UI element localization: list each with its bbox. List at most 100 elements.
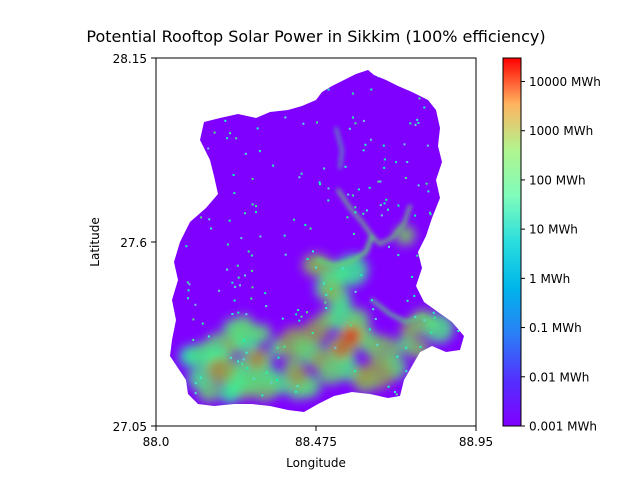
heat-stream — [335, 127, 344, 169]
heat-dot — [302, 122, 305, 125]
x-tick-label: 88.0 — [143, 435, 170, 449]
heat-dot — [370, 88, 373, 91]
heat-dot — [298, 319, 301, 322]
heat-dot — [379, 180, 382, 183]
heat-dot — [315, 266, 317, 269]
heat-dot — [354, 290, 357, 293]
heat-dot — [325, 307, 328, 309]
heat-dot — [383, 166, 386, 169]
heat-dot — [368, 186, 371, 189]
heat-dot — [284, 253, 287, 256]
heat-dot — [297, 309, 300, 311]
heat-dot — [194, 303, 197, 306]
heat-dot — [429, 211, 431, 214]
heat-dot — [387, 385, 390, 388]
heat-dot — [247, 250, 250, 253]
heat-dot — [194, 392, 197, 395]
heat-dot — [229, 356, 232, 359]
heat-dot — [224, 119, 227, 122]
heat-dot — [300, 315, 303, 318]
heat-dot — [383, 158, 386, 161]
heat-dot — [362, 149, 365, 152]
colorbar-tick-label: 0.1 MWh — [529, 321, 582, 335]
heat-dot — [186, 281, 189, 284]
heat-dot — [409, 122, 412, 125]
heat-dot — [187, 289, 190, 292]
heat-dot — [281, 317, 284, 320]
heat-dot — [192, 338, 195, 341]
heat-dot — [388, 245, 390, 248]
heat-dot — [242, 358, 245, 361]
heat-dot — [226, 137, 229, 140]
heat-dot — [319, 183, 322, 186]
heat-dot — [341, 267, 344, 270]
heat-dot — [304, 224, 307, 226]
heat-dot — [325, 293, 328, 296]
heat-dot — [351, 92, 354, 95]
heat-dot — [251, 269, 253, 272]
heat-dot — [330, 287, 333, 290]
y-axis: 28.15 27.6 27.05 Latitude — [88, 52, 156, 434]
heat-dot — [360, 274, 363, 277]
heat-dot — [357, 188, 360, 191]
heat-dot — [416, 254, 419, 257]
heat-blob — [291, 337, 311, 358]
heat-dot — [316, 121, 318, 124]
heat-dot — [283, 345, 286, 348]
heat-streams — [316, 127, 438, 328]
x-axis: 88.0 88.475 88.95 Longitude — [143, 426, 493, 470]
colorbar-ticks: 0.001 MWh 0.01 MWh 0.1 MWh 1 MWh 10 MWh 100 M… — [521, 75, 601, 434]
heat-dot — [327, 88, 330, 91]
heat-blob — [247, 349, 268, 370]
heat-dot — [430, 331, 433, 334]
heat-dot — [309, 227, 312, 230]
y-axis-label: Latitude — [88, 217, 102, 266]
heat-dot — [251, 177, 254, 180]
heat-dot — [244, 212, 247, 215]
heat-dot — [432, 311, 435, 314]
heat-dot — [387, 208, 389, 211]
heat-dot — [433, 316, 436, 319]
heat-dot — [256, 127, 259, 130]
colorbar-tick-label: 10000 MWh — [529, 75, 601, 89]
heat-dot — [277, 356, 280, 359]
heat-blob — [252, 323, 272, 343]
heat-dot — [258, 150, 261, 153]
heat-blob — [346, 308, 370, 332]
colorbar-tick-label: 1000 MWh — [529, 124, 593, 138]
heat-dot — [414, 315, 417, 318]
x-tick-label: 88.95 — [459, 435, 493, 449]
colorbar-tick-label: 10 MWh — [529, 223, 578, 237]
heat-dot — [354, 122, 357, 125]
heat-dot — [351, 194, 354, 197]
heat-dot — [201, 322, 204, 325]
heat-dot — [194, 382, 197, 385]
heat-dot — [311, 332, 314, 335]
heat-dot — [346, 216, 349, 219]
heat-dot — [294, 390, 297, 393]
heat-dot — [344, 165, 347, 168]
heat-dot — [226, 243, 229, 246]
heat-dot — [368, 328, 371, 331]
heat-dot — [416, 118, 419, 121]
heat-dot — [244, 274, 246, 277]
heat-dot — [318, 181, 321, 184]
y-tick-label: 28.15 — [113, 52, 147, 66]
heat-dot — [405, 346, 408, 349]
heat-dot — [426, 144, 429, 147]
heat-dot — [245, 351, 248, 354]
heat-dot — [276, 378, 278, 381]
heat-stream — [316, 234, 374, 269]
heat-dot — [210, 227, 213, 230]
heat-dot — [397, 204, 400, 207]
heat-dot — [370, 299, 373, 302]
heat-dot — [377, 180, 380, 183]
heat-dot — [208, 218, 211, 221]
heat-dot — [354, 370, 357, 373]
heat-blob — [395, 225, 416, 246]
heat-dot — [395, 161, 398, 164]
heat-dot — [233, 299, 236, 302]
heat-dot — [250, 297, 253, 300]
heat-dot — [270, 381, 273, 384]
colorbar-tick-label: 0.01 MWh — [529, 370, 589, 384]
